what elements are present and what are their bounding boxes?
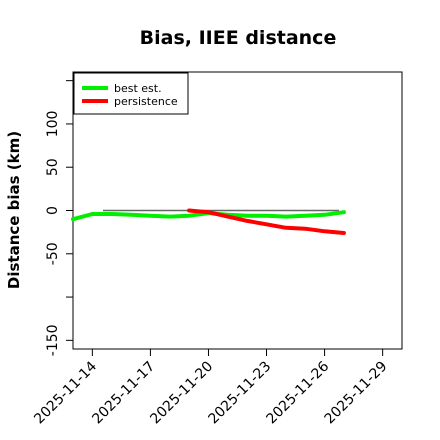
chart-title: Bias, IIEE distance [140,27,337,49]
legend-label-best-est: best est. [114,82,162,95]
y-tick-label: 100 [45,111,61,138]
x-tick-label: 2025-11-29 [322,359,391,428]
series-line-persistence [187,208,346,235]
y-tick-label: 50 [45,158,61,176]
y-tick-label: -50 [45,242,61,265]
y-axis-label: Distance bias (km) [5,131,23,289]
legend: best est. persistence [73,72,189,115]
axis-ticks: -150-500501002025-11-142025-11-172025-11… [31,80,391,428]
y-tick-label: 0 [45,206,61,215]
legend-label-persistence: persistence [114,95,178,108]
legend-box [73,72,189,115]
y-tick-label: -150 [45,324,61,356]
series-layer [71,208,346,235]
